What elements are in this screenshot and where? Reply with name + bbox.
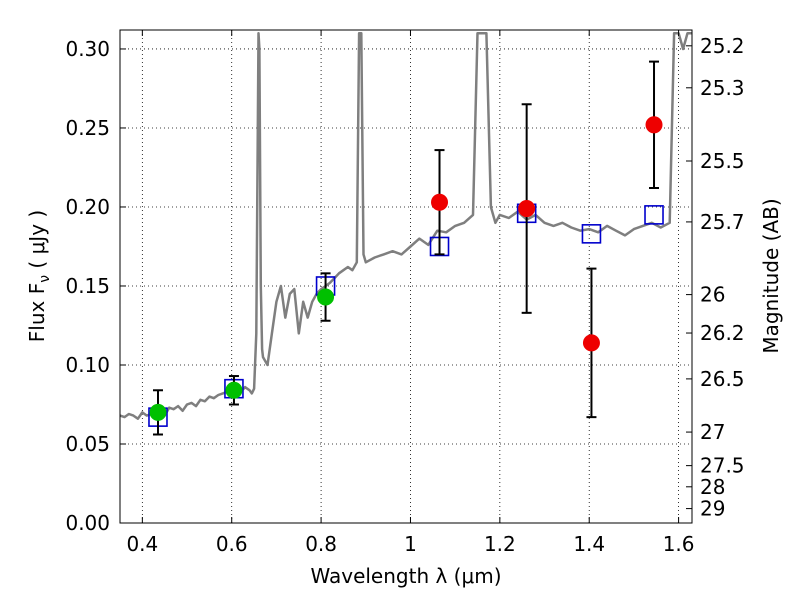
y-axis-label-unit: ( μJy ) — [25, 210, 49, 269]
series-layer — [119, 31, 692, 436]
y-tick-label: 0.10 — [65, 353, 110, 377]
detection-point — [317, 288, 335, 306]
y-axis-label-flux: Flux F — [25, 283, 49, 342]
upper-band-point — [645, 116, 663, 134]
mag-tick-label: 26 — [700, 283, 725, 307]
mag-tick-label: 25.7 — [700, 210, 745, 234]
y-tick-label: 0.00 — [65, 511, 110, 535]
mag-tick-label: 27.5 — [700, 454, 745, 478]
model-photometry-square — [644, 205, 664, 225]
mag-tick-label: 25.3 — [700, 76, 745, 100]
upper-band-point — [518, 200, 536, 218]
x-tick-label: 0.6 — [216, 532, 248, 556]
y-tick-label: 0.30 — [65, 37, 110, 61]
detection-point — [149, 403, 167, 421]
mag-tick-label: 26.2 — [700, 321, 745, 345]
y-tick-label: 0.20 — [65, 195, 110, 219]
mag-tick-label: 27 — [700, 420, 725, 444]
detection-point — [225, 381, 243, 399]
mag-tick-label: 25.2 — [700, 34, 745, 58]
svg-text:Flux Fν ( μJy ): Flux Fν ( μJy ) — [25, 210, 53, 342]
plot-background — [120, 30, 692, 523]
upper-band-point — [582, 334, 600, 352]
mag-tick-label: 25.5 — [700, 149, 745, 173]
model-photometry-square — [581, 224, 602, 244]
x-tick-label: 0.8 — [305, 532, 337, 556]
x-tick-label: 0.4 — [126, 532, 158, 556]
y-axis-label-right: Magnitude (AB) — [759, 198, 783, 353]
y-axis-label-left: Flux Fν ( μJy ) — [25, 210, 53, 342]
y-axis-label-sub: ν — [37, 275, 53, 283]
x-tick-label: 1.4 — [573, 532, 605, 556]
x-tick-label: 1.2 — [484, 532, 516, 556]
y-tick-label: 0.05 — [65, 432, 110, 456]
x-tick-label: 1.6 — [663, 532, 695, 556]
upper-band-point — [431, 193, 449, 211]
mag-tick-label: 29 — [700, 497, 725, 521]
sed-line — [119, 31, 692, 420]
x-axis-label: Wavelength λ (μm) — [310, 564, 501, 588]
y-tick-label: 0.15 — [65, 274, 110, 298]
ticks: 0.4 0.6 0.8 1 1.2 1.4 1.6 0.00 0.05 0.10 0.15 0.20 0… — [65, 30, 745, 556]
mag-tick-label: 26.5 — [700, 367, 745, 391]
y-tick-label: 0.25 — [65, 116, 110, 140]
x-tick-label: 1 — [404, 532, 417, 556]
plot-frame — [119, 29, 693, 524]
mag-tick-label: 28 — [700, 475, 725, 499]
